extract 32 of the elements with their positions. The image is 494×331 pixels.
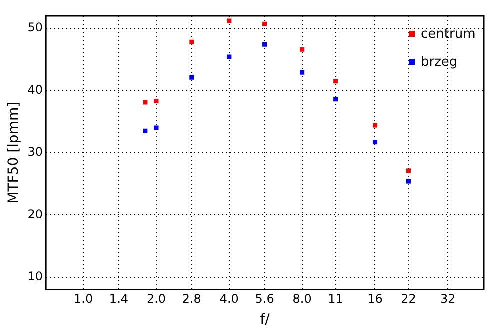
y-tick-label: 50 — [28, 20, 44, 35]
x-tick-label: 11 — [328, 292, 344, 306]
point — [190, 40, 194, 44]
x-tick-label: 1.4 — [109, 292, 129, 306]
point — [262, 22, 268, 26]
point — [334, 97, 338, 102]
x-tick-label: 8.0 — [292, 292, 312, 306]
x-tick-label: 2.8 — [182, 292, 202, 306]
y-tick-label: 10 — [28, 269, 44, 284]
point — [227, 18, 232, 24]
point — [406, 179, 411, 184]
point — [406, 168, 411, 174]
x-tick-label: 1.0 — [74, 292, 94, 306]
point — [154, 98, 159, 104]
legend-label: centrum — [421, 26, 476, 42]
y-tick-label: 30 — [28, 145, 44, 160]
x-tick-label: 2.0 — [146, 292, 166, 306]
point — [154, 126, 159, 130]
point — [190, 75, 194, 80]
x-tick-label: 22 — [401, 292, 416, 306]
y-tick-label: 40 — [28, 82, 44, 97]
point — [334, 79, 338, 84]
x-tick-label: 4.0 — [220, 292, 239, 306]
point — [262, 42, 268, 47]
y-axis-title: MTF50 [lpmm] — [6, 102, 22, 204]
x-tick-label: 16 — [368, 292, 383, 306]
legend-label: brzeg — [421, 54, 458, 70]
x-tick-label: 5.6 — [255, 292, 274, 306]
y-tick-label: 20 — [28, 207, 44, 222]
x-axis-title: f/ — [260, 312, 270, 328]
x-tick-label: 32 — [440, 292, 456, 306]
point — [227, 54, 232, 60]
